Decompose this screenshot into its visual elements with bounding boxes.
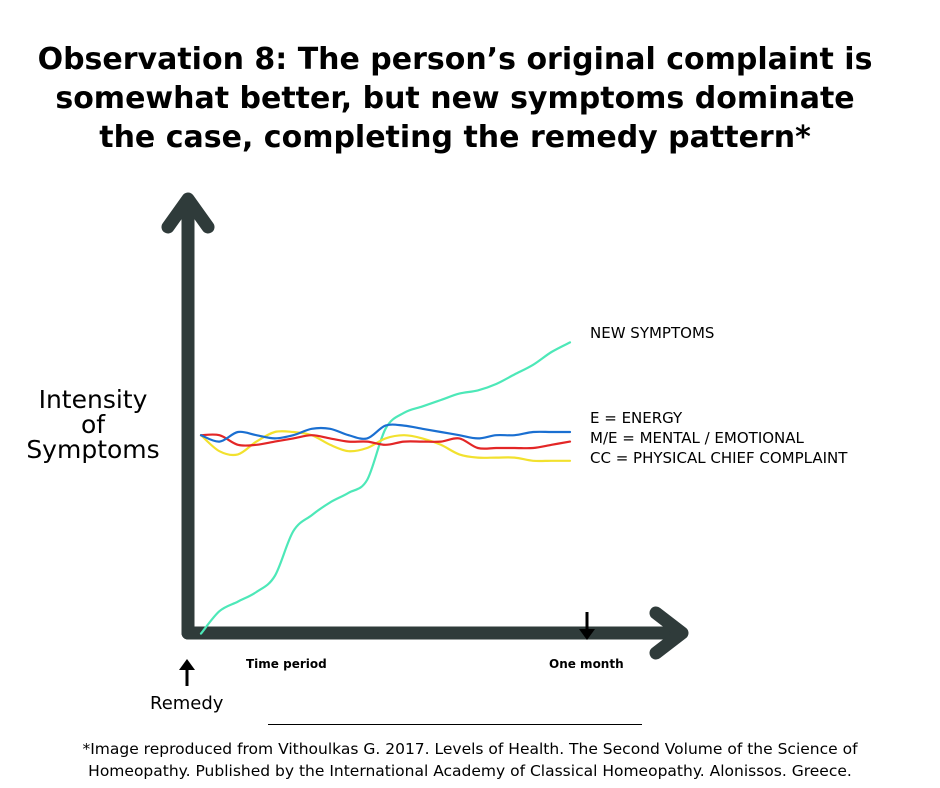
y-axis-label-line-3: Symptoms	[26, 435, 160, 464]
title-line-3: the case, completing the remedy pattern*	[99, 120, 811, 155]
citation-line-2: Homeopathy. Published by the Internation…	[88, 762, 852, 780]
y-axis-label-line-1: Intensity	[38, 385, 148, 414]
title-line-1: Observation 8: The person’s original com…	[37, 42, 873, 77]
remedy-label: Remedy	[150, 693, 224, 714]
legend-mental-emotional: M/E = MENTAL / EMOTIONAL	[590, 429, 804, 447]
one-month-marker-arrowhead	[579, 629, 595, 640]
title-line-2: somewhat better, but new symptoms domina…	[55, 81, 855, 116]
citation-line-1: *Image reproduced from Vithoulkas G. 201…	[82, 740, 858, 758]
legend-physical-chief-complaint: CC = PHYSICAL CHIEF COMPLAINT	[590, 449, 848, 467]
legend-new-symptoms: NEW SYMPTOMS	[590, 324, 715, 342]
legend-energy: E = ENERGY	[590, 409, 683, 427]
series-line-new-symptoms	[199, 341, 572, 635]
y-axis-label-line-2: of	[80, 410, 106, 439]
remedy-marker-arrowhead	[179, 659, 195, 670]
series-line-mental-emotional	[199, 433, 572, 450]
x-tick-end: One month	[549, 657, 624, 671]
citation-divider	[268, 724, 642, 725]
chart-title: Observation 8: The person’s original com…	[0, 40, 910, 157]
x-tick-start: Time period	[246, 657, 327, 671]
series-line-energy	[199, 423, 572, 443]
x-axis-arrowhead	[649, 606, 689, 660]
y-axis-arrowhead	[161, 192, 215, 234]
citation: *Image reproduced from Vithoulkas G. 201…	[0, 738, 940, 782]
axes	[161, 192, 689, 686]
series-layer	[199, 341, 572, 635]
series-line-physical-chief-complaint	[199, 430, 572, 463]
